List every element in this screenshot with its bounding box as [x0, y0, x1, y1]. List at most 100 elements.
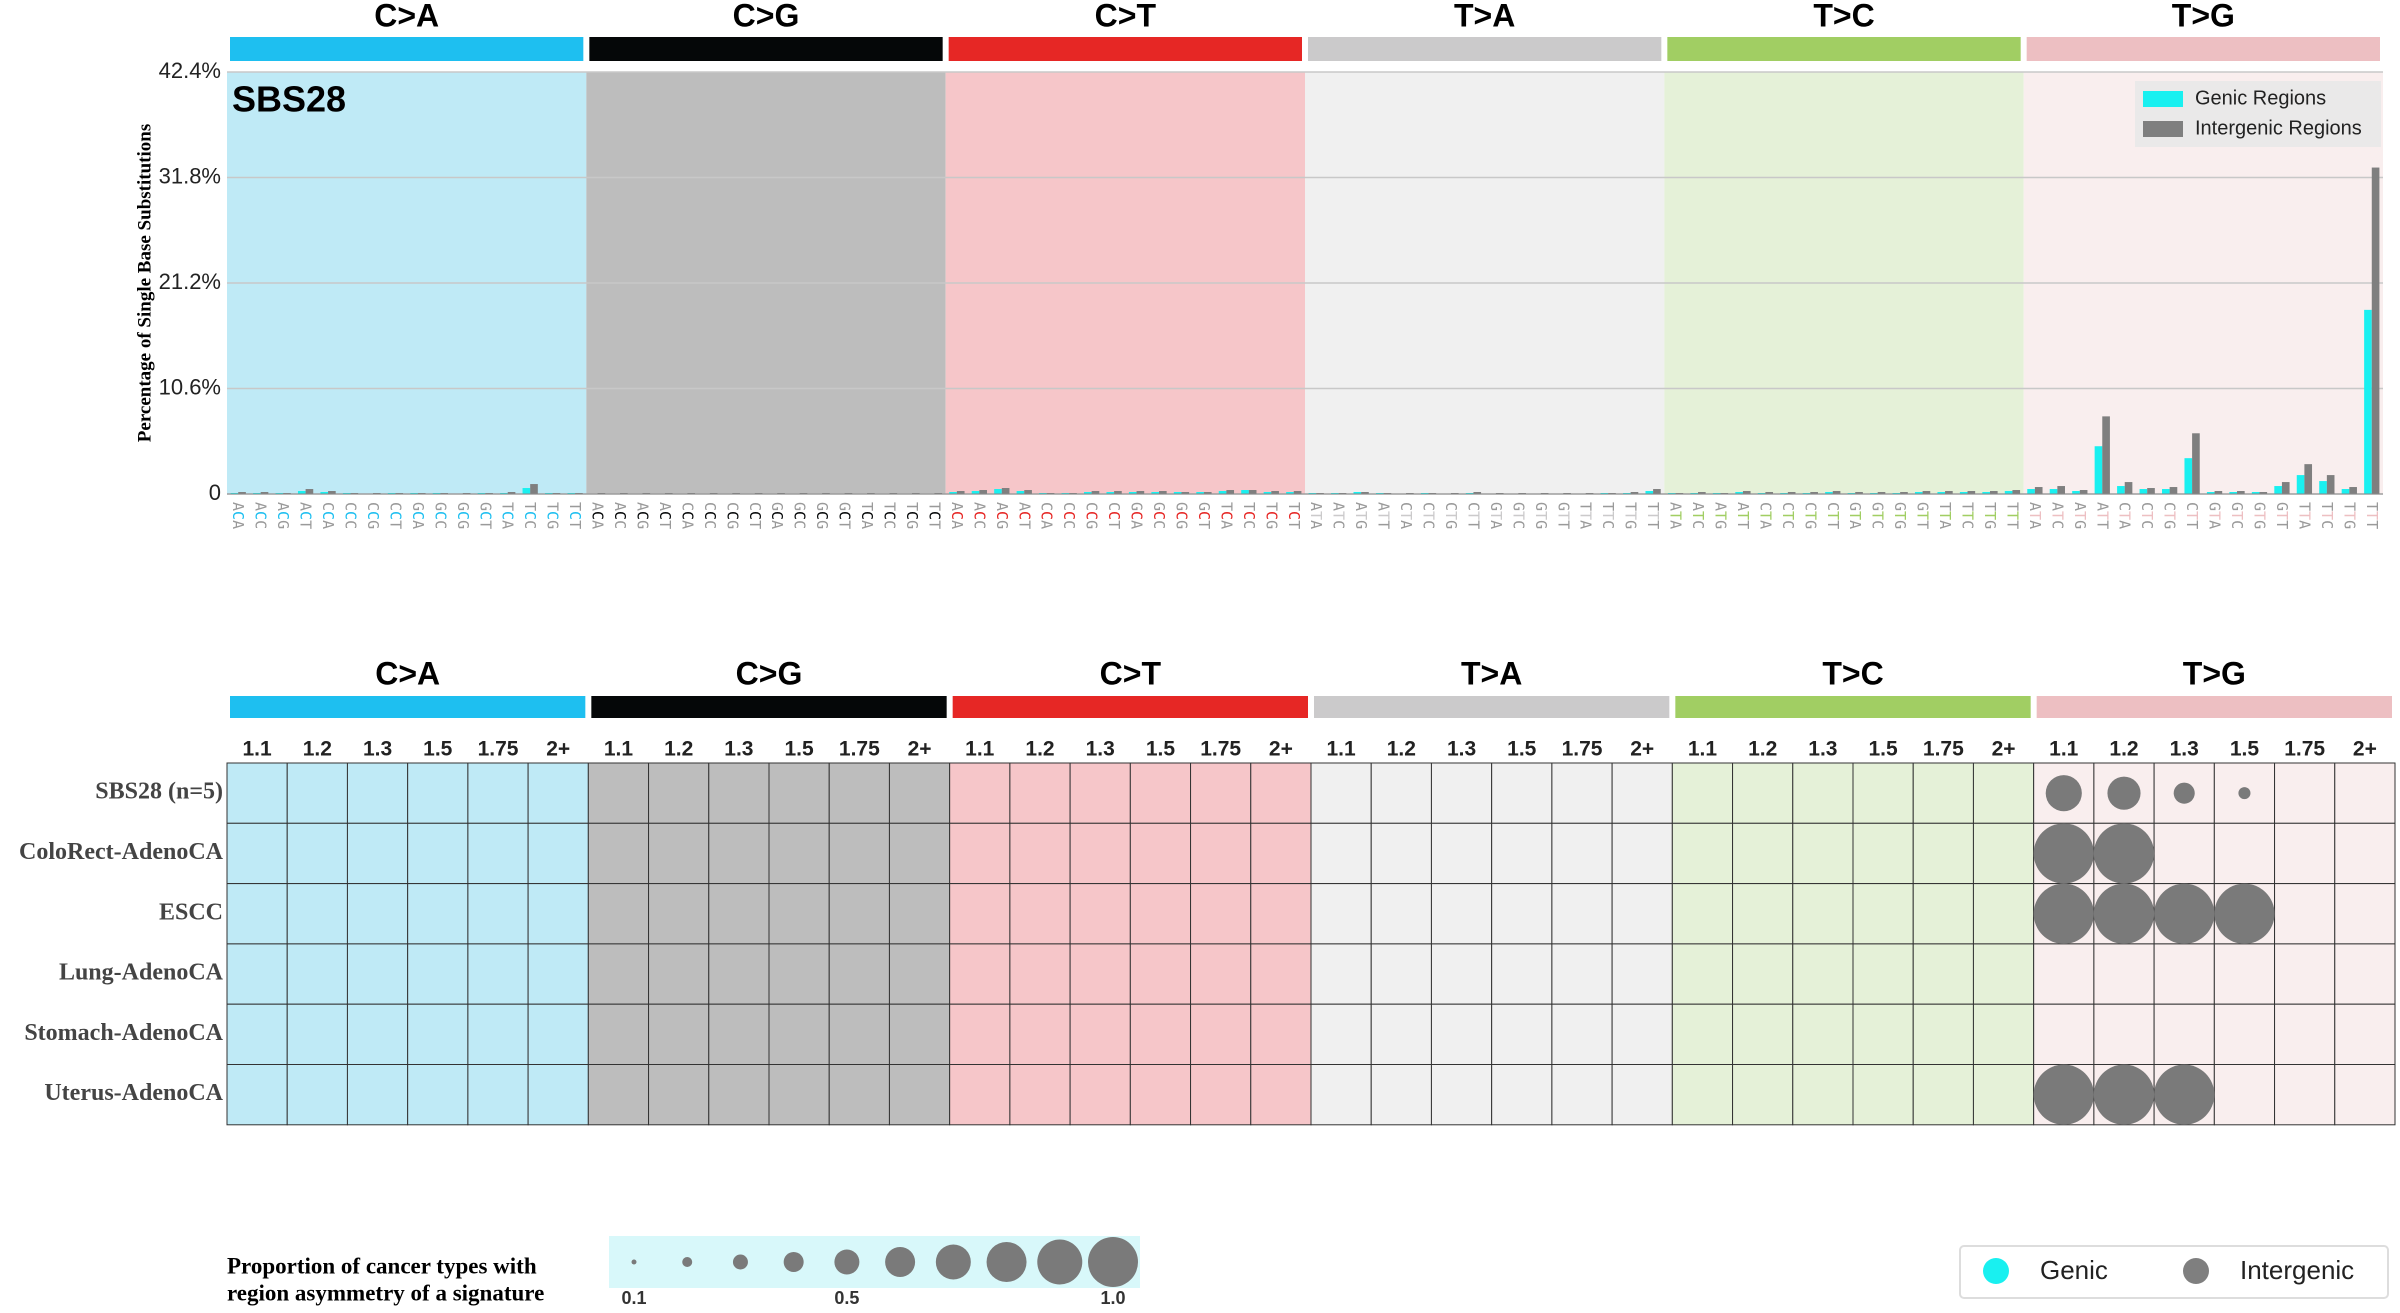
context-letter: T: [1757, 511, 1775, 520]
x-tick-label: CTT: [2184, 502, 2202, 529]
context-letter: G: [1892, 520, 1910, 529]
cell: [2334, 883, 2396, 945]
bar: [1226, 490, 1235, 494]
size-legend-circle: [1037, 1239, 1083, 1285]
x-tick-label: CCT: [1106, 502, 1124, 529]
context-letter: C: [701, 520, 719, 529]
bar: [2274, 486, 2282, 494]
context-letter: A: [1308, 502, 1326, 511]
cell: [648, 883, 710, 945]
cell: [1069, 1064, 1131, 1126]
context-letter: C: [724, 511, 742, 520]
context-letter: C: [971, 520, 989, 529]
context-letter: A: [971, 502, 989, 511]
bar: [238, 492, 246, 494]
context-letter: G: [1622, 520, 1640, 529]
size-legend-circle: [935, 1244, 971, 1280]
cell: [587, 822, 650, 885]
cell: [1310, 1003, 1372, 1066]
cell: [1009, 762, 1071, 824]
bar: [2117, 486, 2125, 494]
bar: [1353, 492, 1362, 494]
cell: [1551, 1003, 1613, 1066]
cell: [1009, 822, 1071, 885]
column-label: 1.2: [1025, 738, 1054, 761]
cell: [828, 1003, 890, 1066]
row-label: Lung-AdenoCA: [59, 960, 224, 986]
context-letter: C: [1959, 520, 1977, 529]
cell: [1129, 1064, 1192, 1126]
context-letter: A: [1353, 502, 1371, 511]
bar: [1263, 492, 1272, 494]
context-letter: A: [859, 520, 877, 529]
bar: [1900, 492, 1908, 494]
cell: [1491, 883, 1553, 945]
column-label: 1.75: [1923, 738, 1964, 761]
bar: [1128, 492, 1137, 494]
context-letter: T: [2363, 511, 2381, 520]
cell: [407, 762, 469, 824]
cell: [346, 1003, 409, 1066]
context-letter: C: [1442, 502, 1460, 511]
x-tick-label: ACC: [612, 502, 630, 529]
cell: [1069, 762, 1131, 824]
context-letter: A: [948, 502, 966, 511]
cell: [949, 883, 1011, 945]
context-letter: T: [1734, 520, 1752, 529]
context-letter: T: [2116, 511, 2134, 520]
context-letter: G: [1353, 520, 1371, 529]
context-letter: C: [275, 511, 293, 520]
x-tick-label: GCA: [1128, 502, 1146, 529]
x-tick-label: ATG: [2071, 502, 2089, 529]
context-letter: A: [1937, 520, 1955, 529]
context-letter: C: [1151, 511, 1169, 520]
bar: [1106, 492, 1115, 494]
context-letter: T: [297, 520, 315, 529]
y-tick-label: 31.8%: [159, 163, 221, 188]
x-tick-label: ATC: [1690, 502, 1708, 529]
x-tick-label: TCG: [544, 502, 562, 529]
column-label: 1.1: [2049, 738, 2079, 761]
context-letter: G: [1487, 502, 1505, 511]
x-tick-label: ACT: [1016, 502, 1034, 529]
x-tick-label: GCC: [1151, 502, 1169, 529]
cell: [2334, 762, 2396, 824]
size-legend-circle: [732, 1254, 748, 1270]
cell: [1972, 943, 2035, 1005]
x-tick-label: TCC: [881, 502, 899, 529]
context-letter: T: [1285, 520, 1303, 529]
column-label: 2+: [1269, 738, 1293, 761]
column-label: 1.2: [1387, 738, 1416, 761]
bar: [949, 492, 957, 494]
bar: [1159, 491, 1167, 494]
x-tick-label: TCT: [567, 502, 585, 529]
x-tick-label: TTT: [2004, 502, 2022, 529]
context-letter: T: [1937, 511, 1955, 520]
context-letter: C: [1240, 520, 1258, 529]
bar: [2251, 492, 2260, 494]
context-letter: T: [1779, 511, 1797, 520]
context-letter: T: [567, 502, 585, 511]
bar: [530, 484, 538, 494]
bar: [1982, 492, 1990, 494]
cell: [1792, 822, 1854, 885]
size-legend-circle: [682, 1257, 693, 1267]
context-letter: C: [1106, 502, 1124, 511]
bar: [1742, 491, 1751, 494]
cell: [587, 762, 650, 824]
cell: [1972, 1064, 2035, 1126]
bar: [2012, 490, 2021, 494]
context-letter: C: [320, 511, 338, 520]
x-tick-label: CCG: [364, 502, 382, 529]
cell: [1912, 762, 1974, 824]
cell: [527, 883, 589, 945]
context-letter: G: [1869, 502, 1887, 511]
cell: [1732, 943, 1794, 1005]
group-bar: [2036, 696, 2392, 718]
cell: [1250, 822, 1312, 885]
context-letter: T: [1465, 511, 1483, 520]
bar: [2259, 492, 2268, 494]
x-tick-label: ACT: [297, 502, 315, 529]
context-letter: T: [2004, 520, 2022, 529]
cell: [828, 762, 890, 824]
